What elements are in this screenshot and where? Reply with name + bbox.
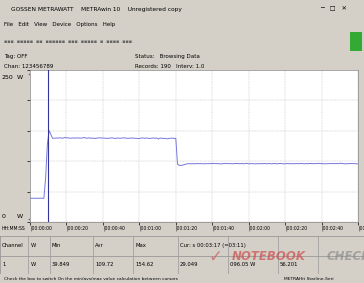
Text: |00:03:00: |00:03:00 [358,226,364,231]
Text: Records: 190   Interv: 1.0: Records: 190 Interv: 1.0 [135,64,204,69]
Text: |00:02:00: |00:02:00 [249,226,271,231]
Text: |00:01:40: |00:01:40 [212,226,234,231]
Text: |00:02:40: |00:02:40 [321,226,344,231]
Text: NOTEBOOK: NOTEBOOK [232,250,306,263]
Text: 1: 1 [2,262,5,267]
Text: W: W [31,243,36,248]
Text: 096.05 W: 096.05 W [230,262,256,267]
Text: Tag: OFF: Tag: OFF [4,54,27,59]
Text: W: W [31,262,36,267]
Text: 154.62: 154.62 [135,262,154,267]
Text: 0: 0 [1,214,5,219]
Text: ✓: ✓ [209,248,222,265]
Text: W: W [16,214,23,219]
Text: Check the box to switch On the min/avs/max value calculation between cursors: Check the box to switch On the min/avs/m… [4,276,178,280]
Text: W: W [16,74,23,80]
Text: ▪▪▪  ▪▪▪▪▪  ▪▪  ▪▪▪▪▪▪  ▪▪▪  ▪▪▪▪▪  ▪  ▪▪▪▪  ▪▪▪: ▪▪▪ ▪▪▪▪▪ ▪▪ ▪▪▪▪▪▪ ▪▪▪ ▪▪▪▪▪ ▪ ▪▪▪▪ ▪▪▪ [4,39,132,44]
Text: CHECK: CHECK [327,250,364,263]
Text: Status:   Browsing Data: Status: Browsing Data [135,54,199,59]
Text: HH:MM:SS: HH:MM:SS [1,226,25,230]
Text: 39.849: 39.849 [52,262,70,267]
Text: GOSSEN METRAWATT    METRAwin 10    Unregistered copy: GOSSEN METRAWATT METRAwin 10 Unregistere… [11,7,182,12]
Text: |00:01:00: |00:01:00 [139,226,161,231]
Text: Chan: 123456789: Chan: 123456789 [4,64,53,69]
Text: |00:02:20: |00:02:20 [285,226,307,231]
Text: |00:00:20: |00:00:20 [67,226,88,231]
Text: 109.72: 109.72 [95,262,114,267]
Text: Min: Min [52,243,62,248]
Text: |00:00:40: |00:00:40 [103,226,125,231]
Text: Max: Max [135,243,146,248]
Text: 56.201: 56.201 [280,262,298,267]
Text: File   Edit   View   Device   Options   Help: File Edit View Device Options Help [4,22,115,27]
Text: ─   □   ✕: ─ □ ✕ [320,7,347,12]
Text: 250: 250 [1,74,13,80]
FancyBboxPatch shape [350,32,362,51]
Text: METRAHit Starline-Seri: METRAHit Starline-Seri [284,276,333,280]
Text: Avr: Avr [95,243,104,248]
Text: |00:01:20: |00:01:20 [176,226,198,231]
Text: Channel: Channel [2,243,24,248]
Text: Cur: s 00:03:17 (=03:11): Cur: s 00:03:17 (=03:11) [180,243,246,248]
Text: |00:00:00: |00:00:00 [30,226,52,231]
Text: 29.049: 29.049 [180,262,198,267]
